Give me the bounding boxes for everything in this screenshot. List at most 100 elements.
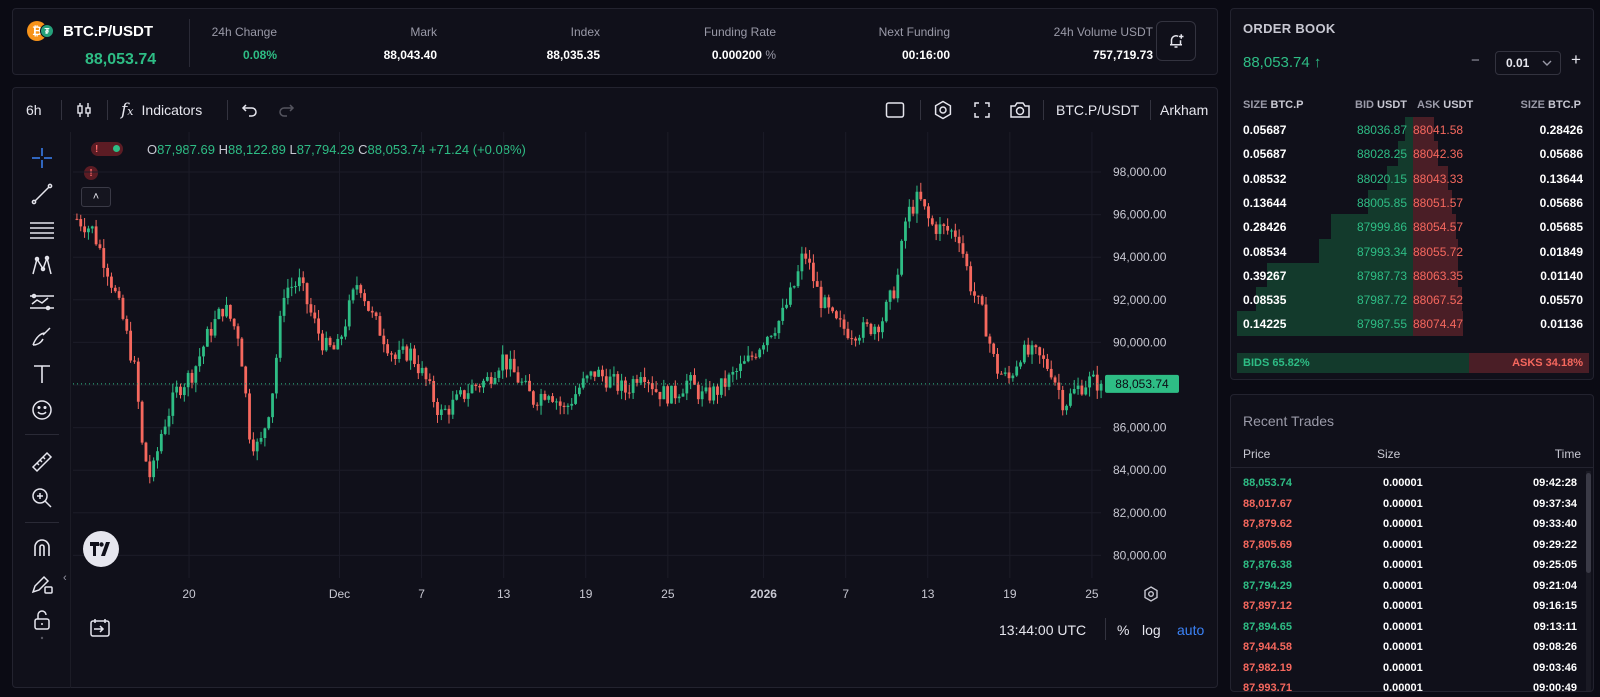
candle-body <box>267 417 271 429</box>
scrollbar[interactable] <box>1586 471 1591 691</box>
order-book-row[interactable]: 0.14225 87987.55 88074.47 0.01136 <box>1237 311 1589 337</box>
ask-depth-bar <box>1413 311 1464 337</box>
candle-body <box>612 374 616 377</box>
zoom-tool[interactable] <box>28 484 56 512</box>
candle-body <box>94 226 98 245</box>
order-book-row[interactable]: 0.08532 88020.15 88043.33 0.13644 <box>1237 165 1589 191</box>
brush-tool[interactable] <box>28 324 56 352</box>
forecast-tool[interactable] <box>28 288 56 316</box>
candle-body <box>182 387 186 396</box>
price-alert-button[interactable] <box>1156 21 1196 61</box>
log-scale-button[interactable]: log <box>1142 622 1161 638</box>
fullscreen-button[interactable] <box>973 88 991 132</box>
exchange-button[interactable]: Arkham <box>1160 88 1208 132</box>
order-book-row[interactable]: 0.08534 87993.34 88055.72 0.01849 <box>1237 238 1589 264</box>
compare-button[interactable] <box>89 617 111 644</box>
alert-indicator-small[interactable]: ! <box>84 166 98 180</box>
stat-label: Mark <box>410 25 437 39</box>
indicators-label: Indicators <box>141 102 203 118</box>
header-bid-size: SIZE BTC.P <box>1243 99 1304 111</box>
undo-button[interactable] <box>241 88 259 132</box>
market-header: ₿ ₮ BTC.P/USDT 88,053.74 24h Change 0.08%… <box>12 8 1218 75</box>
magnet-tool[interactable] <box>28 534 56 562</box>
crosshair-tool[interactable] <box>28 144 56 172</box>
order-book-row[interactable]: 0.08535 87987.72 88067.52 0.05570 <box>1237 287 1589 313</box>
candle-body <box>524 380 528 382</box>
trade-time: 09:37:34 <box>1532 497 1577 510</box>
trade-price: 87,794.29 <box>1243 579 1292 592</box>
x-tick-label: 25 <box>1085 587 1099 601</box>
candle-body <box>777 320 781 334</box>
ask-price: 88054.57 <box>1413 220 1464 235</box>
chart-symbol-button[interactable]: BTC.P/USDT <box>1056 88 1139 132</box>
candle-body <box>781 307 785 321</box>
trade-row: 87,993.71 0.00001 09:00:49 <box>1231 678 1583 691</box>
toolbar-divider <box>1043 100 1044 120</box>
chart-type-button[interactable] <box>75 88 93 132</box>
auto-scale-button[interactable]: auto <box>1177 622 1205 638</box>
collapse-toolbar-icon[interactable]: ‹ <box>63 572 67 584</box>
collapse-legend-button[interactable]: ˄ <box>81 187 111 207</box>
pencil-lock-icon <box>31 575 53 594</box>
candlestick-chart[interactable]: 98,000.00 96,000.00 94,000.00 92,000.00 90,0… <box>13 88 1219 608</box>
axis-settings-button[interactable] <box>1143 586 1159 607</box>
bid-price: 88020.15 <box>1356 171 1407 186</box>
interval-selector[interactable]: 6h <box>26 88 42 132</box>
candle-body <box>574 394 577 404</box>
order-book-row[interactable]: 0.28426 87999.86 88054.57 0.05685 <box>1237 214 1589 240</box>
alert-indicator[interactable]: ! <box>91 142 123 156</box>
pattern-tool[interactable] <box>28 252 56 280</box>
trade-row: 88,053.74 0.00001 09:42:28 <box>1231 473 1583 494</box>
order-book-row[interactable]: 0.13644 88005.85 88051.57 0.05686 <box>1237 189 1589 215</box>
indicators-button[interactable]: fx Indicators <box>121 88 202 132</box>
scrollbar-thumb[interactable] <box>1586 473 1591 573</box>
settings-button[interactable] <box>933 88 953 132</box>
candle-body <box>321 333 324 351</box>
edit-lock-tool[interactable] <box>28 570 56 598</box>
header-text: SIZE <box>1520 99 1545 111</box>
asks-ratio: ASKS 34.18% <box>1468 353 1589 373</box>
x-tick-label: Dec <box>329 587 350 601</box>
more-tools[interactable] <box>28 632 56 642</box>
candle-body <box>1022 344 1026 363</box>
high-value: 88,122.89 <box>227 142 286 157</box>
btc-coin-icon: ₿ ₮ <box>27 21 54 41</box>
percent-scale-button[interactable]: % <box>1117 622 1130 638</box>
redo-button[interactable] <box>277 88 295 132</box>
emoji-tool[interactable] <box>28 396 56 424</box>
order-book-row[interactable]: 0.05687 88036.87 88041.58 0.28426 <box>1237 117 1589 142</box>
stat-value: 88,035.35 <box>546 48 600 62</box>
time-display[interactable]: 13:44:00 UTC <box>999 622 1087 638</box>
toolbar-divider <box>920 100 921 120</box>
order-book-row[interactable]: 0.39267 87987.73 88063.35 0.01140 <box>1237 262 1589 288</box>
candle-body <box>746 355 750 362</box>
candles-icon <box>77 103 91 117</box>
decrease-step-button[interactable]: − <box>1471 52 1480 69</box>
increase-step-button[interactable]: + <box>1571 50 1581 69</box>
candle-body <box>881 321 884 333</box>
header-price: Price <box>1243 447 1271 461</box>
measure-tool[interactable] <box>28 448 56 476</box>
layout-button[interactable] <box>885 88 905 132</box>
trade-time: 09:16:15 <box>1532 600 1577 612</box>
bids-ratio-label: BIDS 65.82% <box>1243 357 1310 369</box>
screenshot-button[interactable] <box>1009 88 1031 132</box>
candle-body <box>712 386 716 401</box>
candle-body <box>927 206 930 219</box>
candle-body <box>136 361 140 402</box>
price-step-select[interactable]: 0.01 <box>1495 51 1561 75</box>
trend-line-tool[interactable] <box>28 180 56 208</box>
candle-body <box>1026 344 1030 355</box>
tradingview-logo[interactable] <box>83 531 119 567</box>
symbol-selector[interactable]: ₿ ₮ BTC.P/USDT <box>27 21 153 41</box>
trade-row: 87,894.65 0.00001 09:13:11 <box>1231 617 1583 638</box>
candle-body <box>620 380 624 391</box>
candle-body <box>815 281 819 287</box>
order-book-row[interactable]: 0.05687 88028.25 88042.36 0.05686 <box>1237 141 1589 167</box>
fib-tool[interactable] <box>28 216 56 244</box>
lock-tool[interactable] <box>28 606 56 634</box>
header-ask-price: ASK USDT <box>1417 99 1473 111</box>
text-tool[interactable] <box>28 360 56 388</box>
candle-body <box>858 337 861 341</box>
candle-body <box>735 370 739 372</box>
